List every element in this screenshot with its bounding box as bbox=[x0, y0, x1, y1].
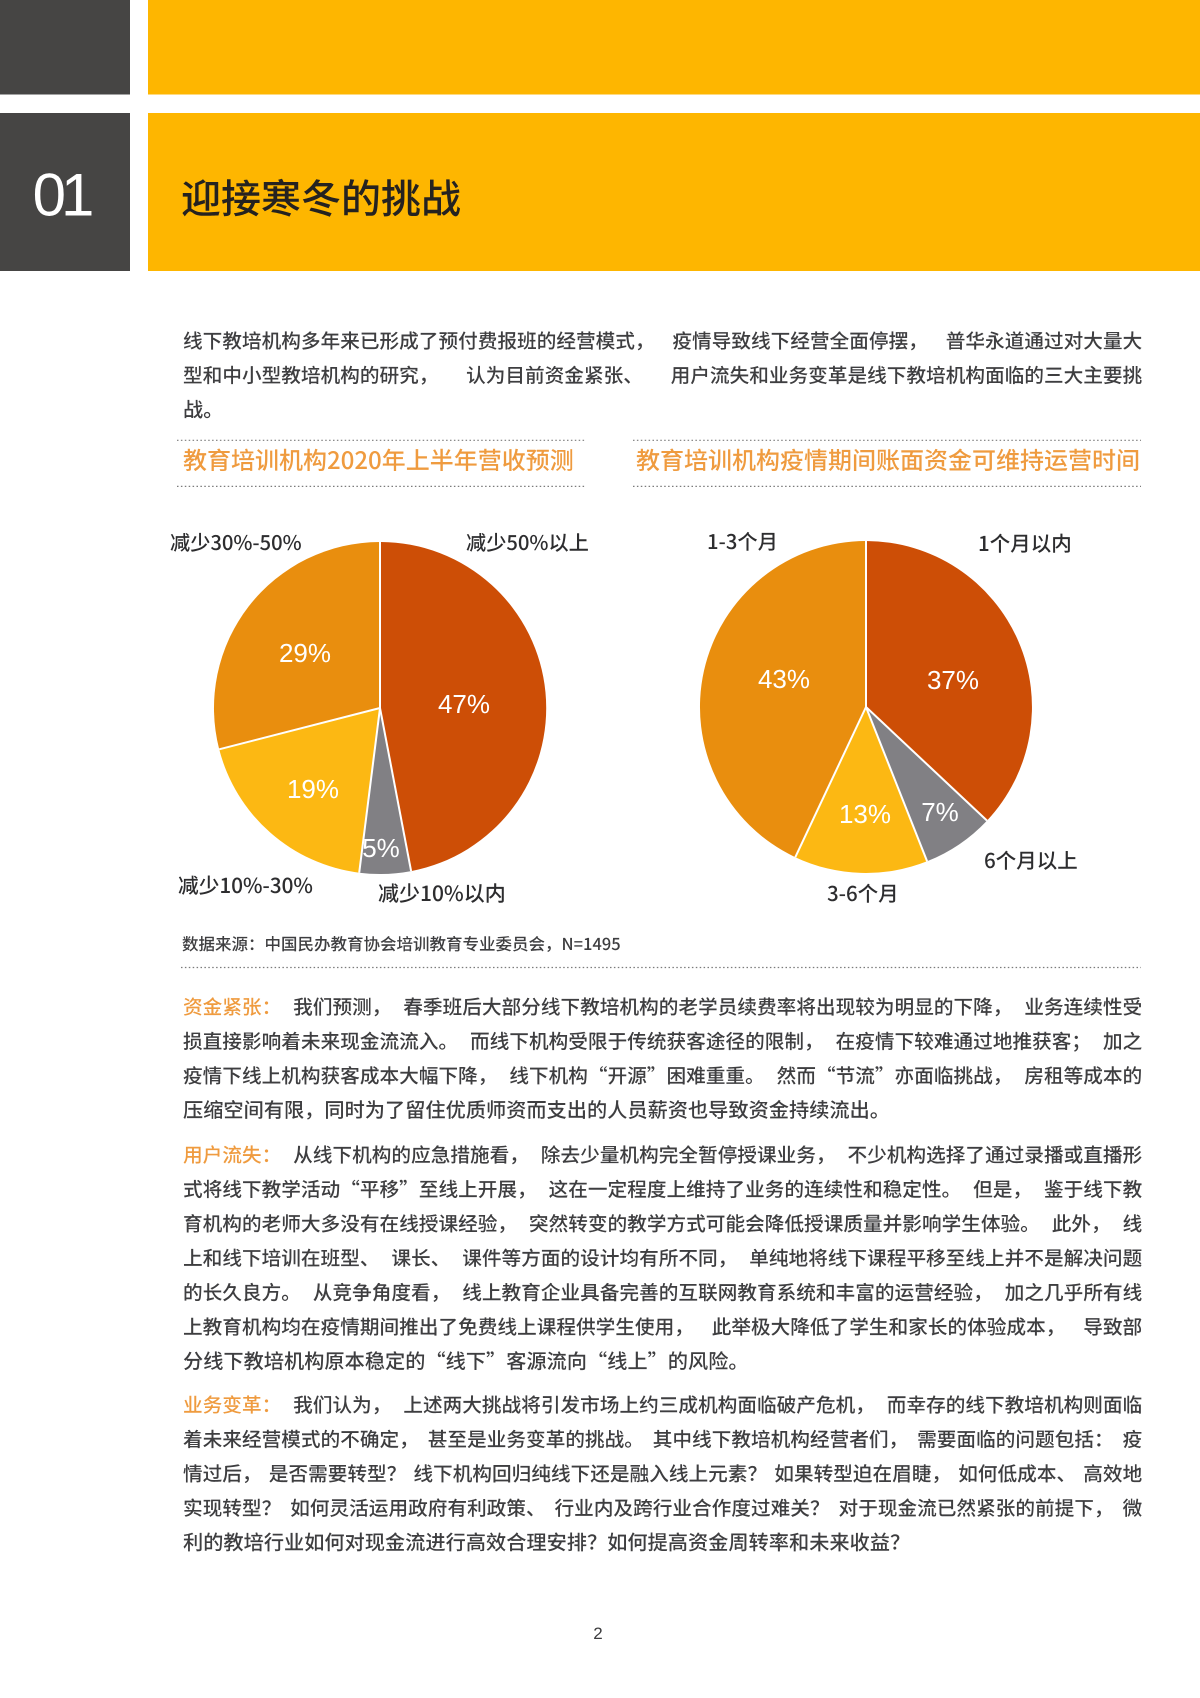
svg-text:2: 2 bbox=[593, 1624, 602, 1643]
svg-text:7%: 7% bbox=[921, 797, 959, 827]
svg-text:13%: 13% bbox=[839, 799, 891, 829]
svg-text:01: 01 bbox=[33, 162, 92, 229]
svg-text:19%: 19% bbox=[287, 774, 339, 804]
svg-text:43%: 43% bbox=[758, 664, 810, 694]
svg-text:5%: 5% bbox=[362, 833, 400, 863]
svg-text:37%: 37% bbox=[927, 665, 979, 695]
svg-text:29%: 29% bbox=[279, 638, 331, 668]
svg-text:47%: 47% bbox=[438, 689, 490, 719]
